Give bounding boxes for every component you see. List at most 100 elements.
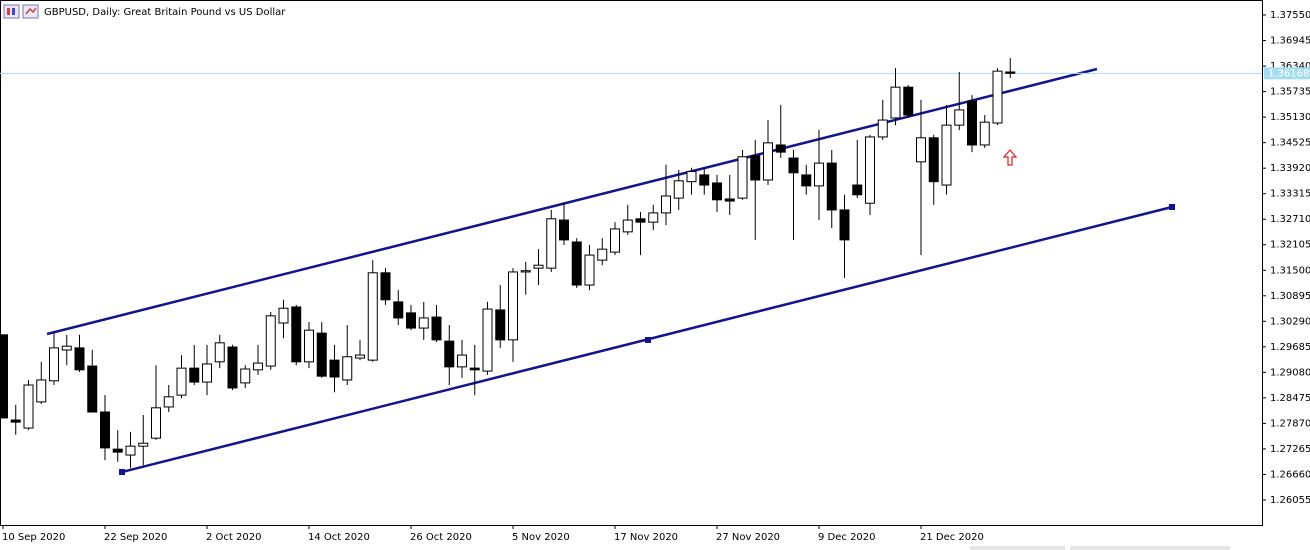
candle-body (10, 419, 21, 423)
y-tick-label: 1.34525 (1270, 138, 1310, 149)
y-tick-label: 1.29080 (1270, 367, 1310, 378)
candle-body (622, 219, 633, 233)
candle-body (367, 272, 378, 361)
y-tick-label: 1.30290 (1270, 316, 1310, 327)
chart-title: GBPUSD, Daily: Great Britain Pound vs US… (44, 7, 286, 18)
current-price-label: 1.36168 (1268, 68, 1309, 79)
candle-body (0, 334, 8, 419)
candle-body (571, 241, 582, 286)
x-tick-label: 26 Oct 2020 (410, 532, 472, 543)
x-tick-label: 5 Nov 2020 (512, 532, 570, 543)
candle-body (533, 264, 544, 269)
y-tick-label: 1.33920 (1270, 163, 1310, 174)
candle-body (49, 347, 59, 382)
candle-body (903, 86, 914, 116)
channel-anchor (119, 469, 125, 475)
candle-body (74, 347, 85, 371)
candle-body (979, 121, 990, 146)
candle-body (227, 346, 238, 389)
candle-body (635, 218, 646, 223)
candle-body (342, 356, 353, 381)
candle-body (112, 448, 123, 453)
plot-frame (0, 0, 1263, 526)
candle-body (23, 384, 34, 429)
candle-body (176, 367, 187, 396)
candle-body (520, 270, 531, 273)
candle-body (431, 316, 442, 341)
channel-anchor (1169, 204, 1175, 210)
candle-body (508, 271, 518, 341)
candle-body (916, 137, 926, 163)
candle-body (928, 137, 939, 183)
y-tick-label: 1.32105 (1270, 240, 1310, 251)
candle-body (686, 171, 697, 183)
candle-body (36, 379, 47, 403)
candle-body (304, 329, 314, 363)
x-tick-label: 27 Nov 2020 (716, 532, 780, 543)
candle-body (253, 362, 263, 371)
symbol-icon (3, 4, 39, 19)
y-tick-label: 1.36340 (1270, 61, 1310, 72)
candle-body (202, 363, 212, 383)
candle-body (482, 308, 493, 372)
candle-body (138, 442, 149, 447)
candle-body (469, 367, 480, 371)
y-tick-label: 1.27870 (1270, 418, 1310, 429)
candle-body (406, 312, 416, 329)
candle-body (724, 198, 735, 202)
y-tick-label: 1.26660 (1270, 469, 1310, 480)
candle-body (100, 411, 110, 449)
candle-body (788, 157, 799, 174)
candle-body (648, 212, 659, 223)
candle-body (699, 174, 710, 186)
x-tick-label: 10 Sep 2020 (2, 532, 65, 543)
candle-body (189, 367, 200, 383)
candle-body (125, 445, 136, 456)
candle-body (890, 86, 901, 119)
candle-body (163, 396, 174, 408)
y-tick-label: 1.27265 (1270, 444, 1310, 455)
scrollbar (970, 546, 1065, 550)
candle-body (877, 119, 888, 138)
y-tick-label: 1.37550 (1270, 10, 1310, 21)
candle-body (278, 307, 289, 324)
candle-body (444, 340, 455, 368)
y-tick-label: 1.32710 (1270, 214, 1310, 225)
x-tick-label: 2 Oct 2020 (206, 532, 261, 543)
candle-body (967, 100, 977, 146)
y-tick-label: 1.31500 (1270, 265, 1310, 276)
x-tick-label: 17 Nov 2020 (614, 532, 678, 543)
candle-body (87, 365, 98, 413)
candle-body (992, 70, 1003, 124)
channel-anchor (645, 337, 651, 343)
x-tick-label: 22 Sep 2020 (104, 532, 167, 543)
candle-body (559, 219, 569, 241)
candle-body (865, 136, 875, 204)
x-tick-label: 21 Dec 2020 (920, 532, 984, 543)
candle-body (380, 272, 391, 301)
candle-body (291, 306, 302, 363)
y-tick-label: 1.30895 (1270, 291, 1310, 302)
y-tick-label: 1.36945 (1270, 36, 1310, 47)
y-tick-label: 1.28475 (1270, 393, 1310, 404)
current-price-box (1264, 67, 1310, 80)
candle-body (151, 407, 161, 439)
candle-body (495, 309, 506, 341)
channel-upper-line (46, 67, 1098, 336)
y-tick-label: 1.29685 (1270, 342, 1310, 353)
candle-body (775, 144, 786, 153)
candle-body (852, 184, 863, 196)
x-tick-label: 9 Dec 2020 (818, 532, 876, 543)
candle-body (355, 354, 365, 359)
candle-body (1005, 71, 1016, 74)
candle-body (750, 155, 761, 181)
candle-body (839, 209, 850, 241)
candle-body (61, 345, 72, 351)
candle-body (737, 156, 748, 199)
y-tick-label: 1.26055 (1270, 495, 1310, 506)
y-tick-label: 1.35735 (1270, 87, 1310, 98)
candle-body (316, 332, 327, 377)
candle-body (240, 368, 251, 384)
candle-body (393, 301, 404, 319)
